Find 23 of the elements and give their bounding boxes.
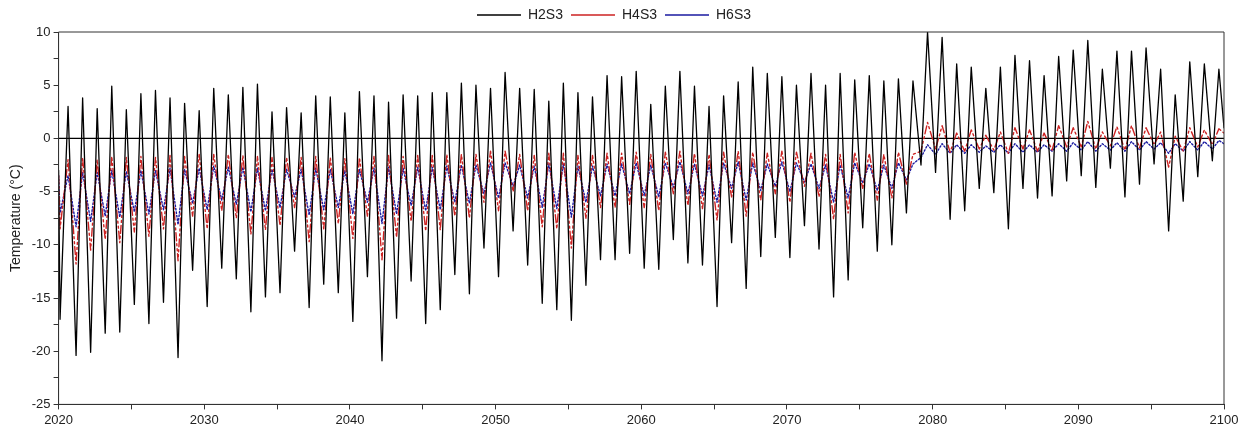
- x-tick-label: 2040: [335, 411, 365, 427]
- x-tick-label: 2100: [1209, 411, 1239, 427]
- y-tick-label: -5: [39, 183, 51, 199]
- legend-label: H4S3: [621, 5, 658, 22]
- legend-label: H6S3: [716, 5, 752, 22]
- y-axis-title: Temperature (°C): [7, 164, 24, 272]
- x-tick-label: 2050: [481, 411, 511, 427]
- x-tick-label: 2030: [189, 411, 219, 427]
- x-tick-label: 2090: [1063, 411, 1093, 427]
- y-tick-label: -25: [31, 395, 51, 411]
- y-tick-label: -15: [31, 289, 51, 305]
- line-series: [58, 120, 1224, 265]
- y-tick-label: 0: [43, 129, 51, 145]
- y-tick-label: -10: [31, 236, 51, 252]
- x-tick-label: 2060: [626, 411, 656, 427]
- y-tick-label: -20: [31, 342, 51, 358]
- y-tick-label: 5: [43, 76, 51, 92]
- x-tick-label: 2070: [772, 411, 802, 427]
- line-series: [58, 139, 1224, 228]
- x-tick-label: 2020: [44, 411, 74, 427]
- y-tick-label: 10: [36, 23, 51, 39]
- x-tick-label: 2080: [918, 411, 948, 427]
- legend-label: H2S3: [527, 5, 564, 22]
